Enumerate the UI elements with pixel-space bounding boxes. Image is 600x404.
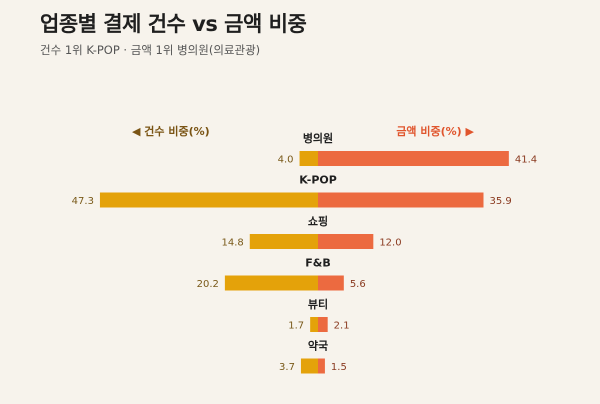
data-label-amount: 2.1	[334, 321, 350, 332]
data-label-amount: 1.5	[331, 362, 347, 373]
legend-count: ◀ 건수 비중(%)	[132, 124, 210, 138]
data-label-count: 1.7	[288, 321, 304, 332]
data-label-count: 47.3	[72, 196, 94, 207]
bar-amount	[318, 151, 509, 166]
data-label-amount: 5.6	[350, 279, 366, 290]
bar-count	[310, 317, 318, 332]
chart-subtitle: 건수 1위 K-POP · 금액 1위 병의원(의료관광)	[40, 43, 261, 57]
bar-count	[249, 234, 318, 249]
data-label-amount: 35.9	[489, 196, 511, 207]
bar-amount	[318, 275, 344, 291]
bar-amount	[318, 358, 325, 374]
bar-amount	[318, 192, 484, 208]
data-label-count: 3.7	[279, 362, 295, 373]
legend-amount: 금액 비중(%) ▶	[396, 124, 474, 138]
bar-count	[300, 358, 318, 374]
bar-amount	[318, 317, 328, 332]
data-label-count: 14.8	[222, 238, 244, 249]
data-label-amount: 41.4	[515, 155, 537, 166]
category-label: 쇼핑	[308, 214, 328, 228]
category-label: F&B	[305, 257, 331, 270]
bar-count	[299, 151, 318, 166]
data-label-count: 20.2	[197, 279, 219, 290]
category-label: 뷰티	[308, 297, 328, 311]
chart-title: 업종별 결제 건수 vs 금액 비중	[40, 12, 307, 36]
category-label: K-POP	[299, 174, 337, 187]
data-label-amount: 12.0	[379, 238, 401, 249]
bar-count	[224, 275, 318, 291]
data-label-count: 4.0	[278, 155, 294, 166]
category-label: 병의원	[303, 131, 333, 145]
bar-amount	[318, 234, 374, 249]
category-label: 약국	[308, 339, 328, 353]
bar-count	[99, 192, 319, 208]
